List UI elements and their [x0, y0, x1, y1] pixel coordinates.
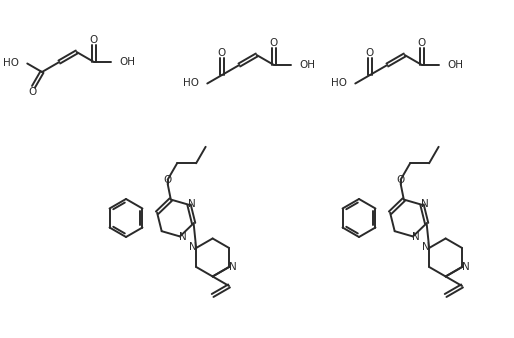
Text: OH: OH: [447, 60, 463, 70]
Text: O: O: [270, 38, 278, 48]
Text: OH: OH: [299, 60, 315, 70]
Text: N: N: [189, 242, 197, 252]
Text: O: O: [90, 35, 98, 45]
Text: O: O: [396, 175, 405, 185]
Text: HO: HO: [3, 58, 20, 69]
Text: N: N: [179, 233, 187, 242]
Text: O: O: [163, 175, 172, 185]
Text: HO: HO: [183, 78, 199, 89]
Text: O: O: [366, 48, 374, 58]
Text: N: N: [229, 262, 237, 272]
Text: N: N: [423, 242, 430, 252]
Text: N: N: [462, 262, 470, 272]
Text: O: O: [218, 48, 226, 58]
Text: O: O: [418, 38, 426, 48]
Text: N: N: [412, 233, 420, 242]
Text: HO: HO: [332, 78, 347, 89]
Text: O: O: [28, 87, 36, 97]
Text: N: N: [421, 199, 429, 209]
Text: OH: OH: [119, 57, 135, 67]
Text: N: N: [188, 199, 196, 209]
